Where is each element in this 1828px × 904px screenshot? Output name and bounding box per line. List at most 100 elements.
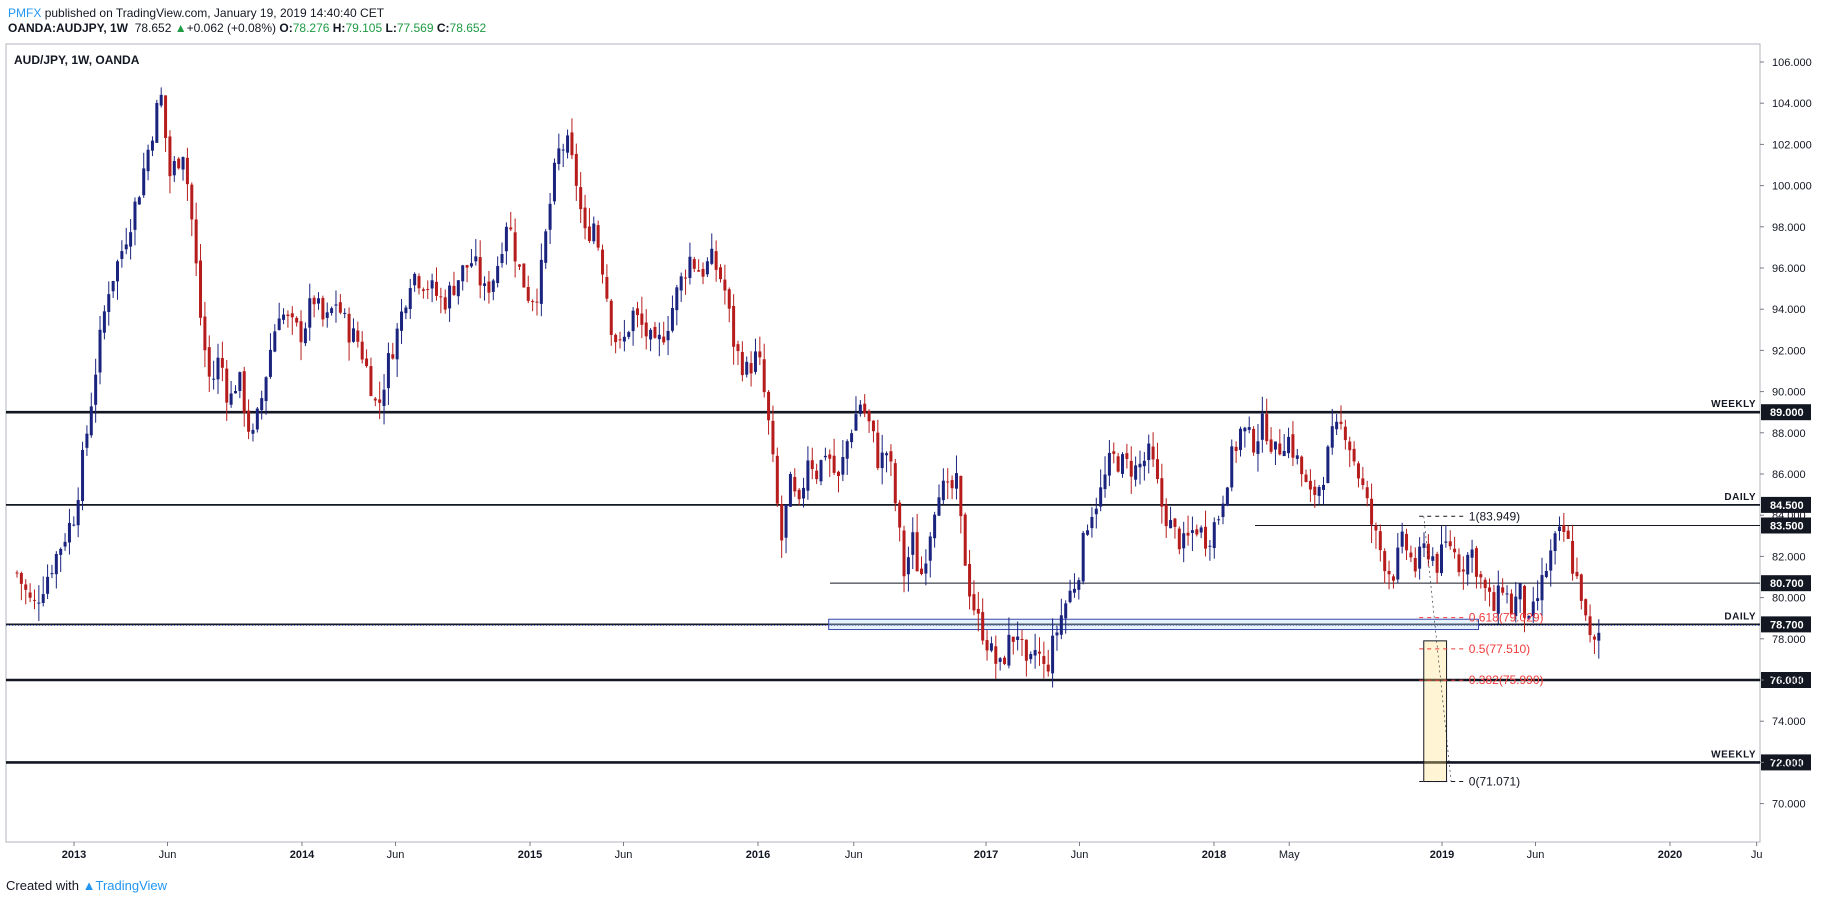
fibonacci-retracement[interactable]: 1(83.949) 0.618(79.029) 0.5(77.510) 0.382(7… xyxy=(1419,509,1544,789)
candle-body xyxy=(491,280,495,292)
candle-body xyxy=(28,592,32,598)
candle-body xyxy=(1348,441,1352,451)
candle-body xyxy=(1238,428,1242,451)
candle-body xyxy=(1391,576,1395,581)
candle-body xyxy=(325,312,329,318)
candle-body xyxy=(989,643,993,651)
candle-body xyxy=(1396,547,1400,580)
fib-projection-box[interactable] xyxy=(1423,640,1448,783)
candle-body xyxy=(1584,599,1588,616)
candle-body xyxy=(1243,427,1247,432)
candle-body xyxy=(920,568,924,575)
time-axis[interactable]: 2013 Jun 2014 Jun 2015 Jun 2016 Jun 2017 Jun 2018 M… xyxy=(6,841,1762,861)
candle-body xyxy=(823,455,827,458)
tradingview-link[interactable]: TradingView xyxy=(95,878,168,893)
candle-body xyxy=(1453,548,1457,553)
candle-body xyxy=(1287,436,1291,454)
candle-body xyxy=(618,339,622,341)
tradingview-logo-icon[interactable]: ▲ xyxy=(82,878,96,893)
candle-body xyxy=(1129,460,1133,477)
candle-body xyxy=(933,514,937,539)
x-tick-label: 2017 xyxy=(974,849,998,861)
candle-body xyxy=(1081,532,1085,582)
candle-body xyxy=(509,227,513,230)
candle-body xyxy=(1566,530,1570,539)
candle-body xyxy=(1300,456,1304,475)
candle-body xyxy=(155,102,159,143)
candle-body xyxy=(1470,549,1474,558)
candle-body xyxy=(740,352,744,376)
candle-body xyxy=(1413,557,1417,572)
candle-body xyxy=(941,480,945,501)
candle-body xyxy=(1051,635,1055,674)
candle-body xyxy=(662,336,666,343)
candle-body xyxy=(107,294,111,312)
candle-body xyxy=(819,460,823,482)
candle-body xyxy=(1265,413,1269,442)
candle-body xyxy=(365,358,369,367)
candle-body xyxy=(649,329,653,340)
candle-body xyxy=(1024,639,1028,661)
candle-body xyxy=(548,203,552,230)
candle-body xyxy=(1387,570,1391,575)
candle-body xyxy=(605,276,609,299)
candle-body xyxy=(1147,443,1151,461)
y-tick-label: 88.000 xyxy=(1772,428,1806,440)
chart-pane-frame xyxy=(5,43,1761,843)
level-price-label: 72.000 xyxy=(1770,757,1804,769)
candle-body xyxy=(1509,593,1513,615)
candle-body xyxy=(1330,426,1334,448)
candle-body xyxy=(815,470,819,480)
candle-body xyxy=(203,316,207,351)
candle-body xyxy=(500,254,504,264)
candle-body xyxy=(72,524,76,526)
publisher-name[interactable]: PMFX xyxy=(8,6,42,20)
candle-body xyxy=(220,358,224,368)
y-tick-label: 106.000 xyxy=(1772,57,1812,69)
candle-body xyxy=(1444,541,1448,543)
horizontal-levels[interactable]: WEEKLY 89.000 DAILY 84.500 83.500 80.700 DAILY… xyxy=(6,399,1811,771)
up-arrow-icon: ▲ xyxy=(174,21,187,35)
candlestick-series xyxy=(15,87,1601,688)
candle-body xyxy=(771,420,775,455)
candle-body xyxy=(1426,543,1430,560)
candle-body xyxy=(343,312,347,314)
candle-body xyxy=(670,308,674,331)
y-tick-label: 92.000 xyxy=(1772,345,1806,357)
candle-body xyxy=(1592,636,1596,640)
candle-body xyxy=(1195,529,1199,535)
candle-body xyxy=(1020,638,1024,640)
candle-body xyxy=(946,481,950,483)
support-zone[interactable] xyxy=(828,618,1479,631)
candle-body xyxy=(1169,520,1173,529)
level-price-tag-bg xyxy=(1761,496,1811,513)
candle-body xyxy=(190,184,194,220)
candle-body xyxy=(570,132,574,156)
candle-body xyxy=(404,307,408,314)
level-tag: WEEKLY xyxy=(1711,749,1756,760)
candle-body xyxy=(238,372,242,391)
candle-body xyxy=(251,429,255,434)
candle-body xyxy=(133,201,137,230)
candle-body xyxy=(793,476,797,492)
level-price-label: 89.000 xyxy=(1770,407,1804,419)
open-label: O: xyxy=(279,21,293,35)
candle-body xyxy=(928,536,932,561)
candle-body xyxy=(797,489,801,500)
candle-body xyxy=(199,260,203,318)
price-axis[interactable]: 70.000 72.000 74.000 76.000 78.000 80.000 82.0… xyxy=(1760,57,1812,811)
candle-body xyxy=(552,162,556,202)
candle-body xyxy=(1204,526,1208,549)
low-value: 77.569 xyxy=(396,21,434,35)
candle-body xyxy=(1086,530,1090,535)
zone-rect[interactable] xyxy=(828,618,1479,631)
candle-body xyxy=(579,187,583,210)
candle-body xyxy=(1457,554,1461,573)
candle-body xyxy=(758,351,762,358)
candle-body xyxy=(727,289,731,309)
symbol-line: OANDA:AUDJPY, 1W 78.652 ▲+0.062 (+0.08%)… xyxy=(8,20,486,36)
x-tick-label: Jun xyxy=(1527,849,1545,861)
candle-body xyxy=(1116,456,1120,472)
y-tick-label: 90.000 xyxy=(1772,387,1806,399)
